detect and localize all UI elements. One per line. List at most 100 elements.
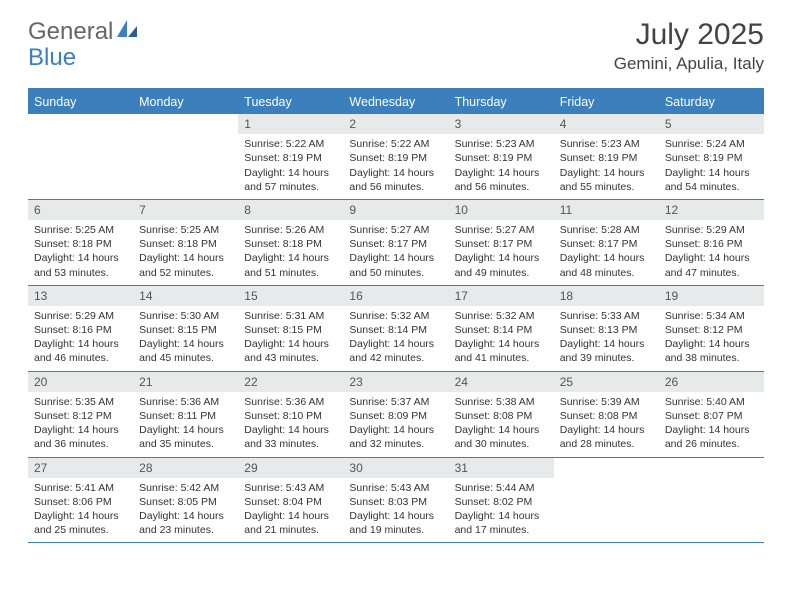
- day-cell: 16Sunrise: 5:32 AMSunset: 8:14 PMDayligh…: [343, 286, 448, 371]
- day-number: 23: [343, 372, 448, 392]
- day-cell: 20Sunrise: 5:35 AMSunset: 8:12 PMDayligh…: [28, 372, 133, 457]
- day-content: Sunrise: 5:37 AMSunset: 8:09 PMDaylight:…: [343, 392, 448, 457]
- week-row: 20Sunrise: 5:35 AMSunset: 8:12 PMDayligh…: [28, 372, 764, 458]
- day-number: 16: [343, 286, 448, 306]
- day-number: 10: [449, 200, 554, 220]
- day-number: 4: [554, 114, 659, 134]
- day-cell: 4Sunrise: 5:23 AMSunset: 8:19 PMDaylight…: [554, 114, 659, 199]
- day-cell: 1Sunrise: 5:22 AMSunset: 8:19 PMDaylight…: [238, 114, 343, 199]
- calendar: SundayMondayTuesdayWednesdayThursdayFrid…: [28, 88, 764, 543]
- day-cell: .: [659, 458, 764, 543]
- day-cell: 26Sunrise: 5:40 AMSunset: 8:07 PMDayligh…: [659, 372, 764, 457]
- day-number: 26: [659, 372, 764, 392]
- day-content: Sunrise: 5:26 AMSunset: 8:18 PMDaylight:…: [238, 220, 343, 285]
- day-cell: 8Sunrise: 5:26 AMSunset: 8:18 PMDaylight…: [238, 200, 343, 285]
- day-cell: 19Sunrise: 5:34 AMSunset: 8:12 PMDayligh…: [659, 286, 764, 371]
- week-row: 6Sunrise: 5:25 AMSunset: 8:18 PMDaylight…: [28, 200, 764, 286]
- weekday-label: Friday: [554, 90, 659, 114]
- weekday-label: Monday: [133, 90, 238, 114]
- day-cell: 28Sunrise: 5:42 AMSunset: 8:05 PMDayligh…: [133, 458, 238, 543]
- day-cell: .: [28, 114, 133, 199]
- day-content: Sunrise: 5:38 AMSunset: 8:08 PMDaylight:…: [449, 392, 554, 457]
- day-cell: 12Sunrise: 5:29 AMSunset: 8:16 PMDayligh…: [659, 200, 764, 285]
- day-content: Sunrise: 5:27 AMSunset: 8:17 PMDaylight:…: [343, 220, 448, 285]
- day-cell: 17Sunrise: 5:32 AMSunset: 8:14 PMDayligh…: [449, 286, 554, 371]
- day-number: 2: [343, 114, 448, 134]
- day-number: 7: [133, 200, 238, 220]
- day-number: 15: [238, 286, 343, 306]
- day-number: 27: [28, 458, 133, 478]
- day-cell: 30Sunrise: 5:43 AMSunset: 8:03 PMDayligh…: [343, 458, 448, 543]
- day-number: 25: [554, 372, 659, 392]
- day-content: Sunrise: 5:43 AMSunset: 8:04 PMDaylight:…: [238, 478, 343, 543]
- day-content: Sunrise: 5:41 AMSunset: 8:06 PMDaylight:…: [28, 478, 133, 543]
- logo: General: [28, 18, 138, 46]
- weekday-label: Sunday: [28, 90, 133, 114]
- day-number: 20: [28, 372, 133, 392]
- week-row: 27Sunrise: 5:41 AMSunset: 8:06 PMDayligh…: [28, 458, 764, 544]
- logo-text-general: General: [28, 18, 113, 46]
- day-cell: .: [133, 114, 238, 199]
- day-number: 21: [133, 372, 238, 392]
- day-cell: 23Sunrise: 5:37 AMSunset: 8:09 PMDayligh…: [343, 372, 448, 457]
- day-number: 6: [28, 200, 133, 220]
- day-content: Sunrise: 5:40 AMSunset: 8:07 PMDaylight:…: [659, 392, 764, 457]
- day-content: Sunrise: 5:34 AMSunset: 8:12 PMDaylight:…: [659, 306, 764, 371]
- day-cell: 13Sunrise: 5:29 AMSunset: 8:16 PMDayligh…: [28, 286, 133, 371]
- day-number: 28: [133, 458, 238, 478]
- weekday-header-row: SundayMondayTuesdayWednesdayThursdayFrid…: [28, 90, 764, 114]
- weekday-label: Tuesday: [238, 90, 343, 114]
- day-number: 5: [659, 114, 764, 134]
- day-number: 17: [449, 286, 554, 306]
- day-cell: 14Sunrise: 5:30 AMSunset: 8:15 PMDayligh…: [133, 286, 238, 371]
- week-row: ..1Sunrise: 5:22 AMSunset: 8:19 PMDaylig…: [28, 114, 764, 200]
- day-content: Sunrise: 5:36 AMSunset: 8:10 PMDaylight:…: [238, 392, 343, 457]
- day-content: Sunrise: 5:31 AMSunset: 8:15 PMDaylight:…: [238, 306, 343, 371]
- day-content: Sunrise: 5:29 AMSunset: 8:16 PMDaylight:…: [28, 306, 133, 371]
- day-cell: 18Sunrise: 5:33 AMSunset: 8:13 PMDayligh…: [554, 286, 659, 371]
- weekday-label: Wednesday: [343, 90, 448, 114]
- day-cell: 5Sunrise: 5:24 AMSunset: 8:19 PMDaylight…: [659, 114, 764, 199]
- day-content: Sunrise: 5:33 AMSunset: 8:13 PMDaylight:…: [554, 306, 659, 371]
- day-number: 8: [238, 200, 343, 220]
- day-cell: 2Sunrise: 5:22 AMSunset: 8:19 PMDaylight…: [343, 114, 448, 199]
- day-cell: 29Sunrise: 5:43 AMSunset: 8:04 PMDayligh…: [238, 458, 343, 543]
- day-cell: 31Sunrise: 5:44 AMSunset: 8:02 PMDayligh…: [449, 458, 554, 543]
- day-content: Sunrise: 5:42 AMSunset: 8:05 PMDaylight:…: [133, 478, 238, 543]
- day-cell: 25Sunrise: 5:39 AMSunset: 8:08 PMDayligh…: [554, 372, 659, 457]
- day-cell: 9Sunrise: 5:27 AMSunset: 8:17 PMDaylight…: [343, 200, 448, 285]
- day-cell: 11Sunrise: 5:28 AMSunset: 8:17 PMDayligh…: [554, 200, 659, 285]
- day-content: Sunrise: 5:39 AMSunset: 8:08 PMDaylight:…: [554, 392, 659, 457]
- day-cell: 6Sunrise: 5:25 AMSunset: 8:18 PMDaylight…: [28, 200, 133, 285]
- day-content: Sunrise: 5:25 AMSunset: 8:18 PMDaylight:…: [133, 220, 238, 285]
- day-cell: .: [554, 458, 659, 543]
- day-number: 12: [659, 200, 764, 220]
- day-content: Sunrise: 5:32 AMSunset: 8:14 PMDaylight:…: [343, 306, 448, 371]
- day-cell: 22Sunrise: 5:36 AMSunset: 8:10 PMDayligh…: [238, 372, 343, 457]
- day-content: Sunrise: 5:30 AMSunset: 8:15 PMDaylight:…: [133, 306, 238, 371]
- day-number: 24: [449, 372, 554, 392]
- day-number: 19: [659, 286, 764, 306]
- title-block: July 2025 Gemini, Apulia, Italy: [614, 18, 764, 74]
- day-number: 13: [28, 286, 133, 306]
- day-cell: 3Sunrise: 5:23 AMSunset: 8:19 PMDaylight…: [449, 114, 554, 199]
- day-number: 29: [238, 458, 343, 478]
- day-cell: 27Sunrise: 5:41 AMSunset: 8:06 PMDayligh…: [28, 458, 133, 543]
- day-cell: 10Sunrise: 5:27 AMSunset: 8:17 PMDayligh…: [449, 200, 554, 285]
- day-content: Sunrise: 5:29 AMSunset: 8:16 PMDaylight:…: [659, 220, 764, 285]
- header: General July 2025 Gemini, Apulia, Italy: [0, 0, 792, 82]
- day-cell: 24Sunrise: 5:38 AMSunset: 8:08 PMDayligh…: [449, 372, 554, 457]
- day-number: 14: [133, 286, 238, 306]
- weekday-label: Saturday: [659, 90, 764, 114]
- day-content: Sunrise: 5:25 AMSunset: 8:18 PMDaylight:…: [28, 220, 133, 285]
- location-text: Gemini, Apulia, Italy: [614, 54, 764, 74]
- day-content: Sunrise: 5:27 AMSunset: 8:17 PMDaylight:…: [449, 220, 554, 285]
- day-number: 30: [343, 458, 448, 478]
- day-content: Sunrise: 5:43 AMSunset: 8:03 PMDaylight:…: [343, 478, 448, 543]
- day-content: Sunrise: 5:28 AMSunset: 8:17 PMDaylight:…: [554, 220, 659, 285]
- day-number: 1: [238, 114, 343, 134]
- day-content: Sunrise: 5:22 AMSunset: 8:19 PMDaylight:…: [238, 134, 343, 199]
- day-content: Sunrise: 5:22 AMSunset: 8:19 PMDaylight:…: [343, 134, 448, 199]
- day-cell: 15Sunrise: 5:31 AMSunset: 8:15 PMDayligh…: [238, 286, 343, 371]
- day-content: Sunrise: 5:23 AMSunset: 8:19 PMDaylight:…: [554, 134, 659, 199]
